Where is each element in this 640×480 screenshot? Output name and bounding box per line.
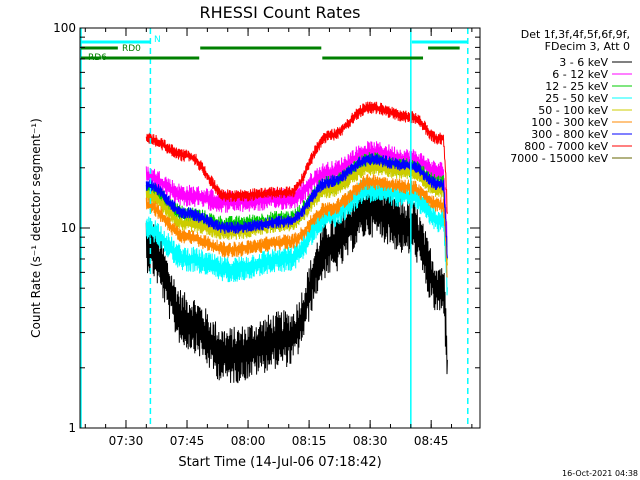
x-tick-label: 08:00 (231, 434, 266, 448)
series-line (145, 174, 448, 278)
legend-entry-label: 7000 - 15000 keV (510, 152, 608, 165)
legend-entry-label: 6 - 12 keV (552, 68, 608, 81)
overlays: N RD0 RD6 (80, 28, 469, 428)
annotation-label: RD0 (122, 44, 141, 54)
legend-entry-label: 25 - 50 keV (545, 92, 608, 105)
legend-entry-label: 3 - 6 keV (559, 56, 608, 69)
legend-entry-label: 50 - 100 keV (538, 104, 608, 117)
footer-timestamp: 16-Oct-2021 04:38 (562, 469, 638, 478)
legend-header: Det 1f,3f,4f,5f,6f,9f, (521, 28, 630, 41)
annotation-label: RD6 (88, 53, 107, 63)
x-tick-label: 07:45 (170, 434, 205, 448)
annotation-label: N (154, 35, 161, 45)
x-tick-label: 07:30 (109, 434, 144, 448)
legend: Det 1f,3f,4f,5f,6f,9f,FDecim 3, Att 0 3 -… (510, 28, 632, 165)
series-line (145, 153, 448, 259)
legend-entry-label: 800 - 7000 keV (524, 140, 608, 153)
chart-title: RHESSI Count Rates (200, 3, 361, 22)
legend-header: FDecim 3, Att 0 (545, 40, 630, 53)
x-tick-label: 08:45 (414, 434, 449, 448)
x-axis-label: Start Time (14-Jul-06 07:18:42) (178, 455, 381, 470)
y-axis-label: Count Rate (s⁻¹ detector segment⁻¹) (29, 118, 43, 338)
y-tick-label: 100 (53, 21, 76, 35)
x-tick-label: 08:15 (292, 434, 327, 448)
series-line (145, 182, 448, 384)
axes: 07:30 07:45 08:00 08:15 08:30 08:45 1 10 100 (53, 21, 480, 448)
legend-entry-label: 100 - 300 keV (531, 116, 608, 129)
traces (145, 101, 448, 384)
y-tick-label: 10 (61, 221, 76, 235)
y-tick-label: 1 (68, 421, 76, 435)
legend-entry-label: 12 - 25 keV (545, 80, 608, 93)
series-line (145, 101, 448, 214)
legend-entry-label: 300 - 800 keV (531, 128, 608, 141)
x-tick-label: 08:30 (353, 434, 388, 448)
